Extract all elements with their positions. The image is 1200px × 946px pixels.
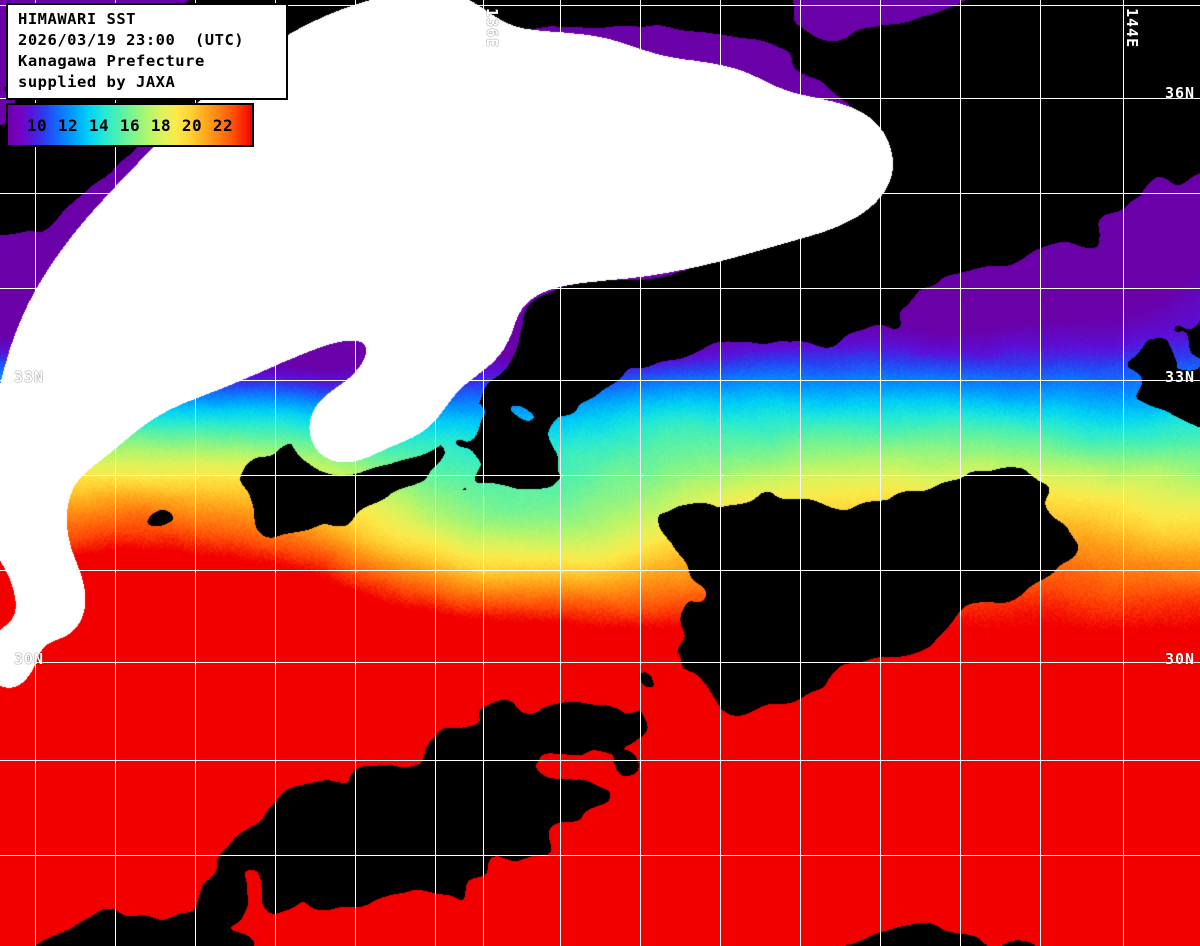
sst-colorbar: 10 12 14 16 18 20 22: [6, 103, 254, 147]
product-credit: supplied by JAXA: [18, 73, 176, 92]
product-timestamp: 2026/03/19 23:00 (UTC): [18, 31, 245, 50]
gridline-lon-12: [960, 0, 961, 946]
colorbar-tick-22: 22: [212, 115, 234, 135]
gridline-lat-3: [0, 288, 1200, 289]
coord-label-33n-4: 33N: [14, 368, 45, 386]
gridline-lon-7: [560, 0, 561, 946]
coord-label-136e-0: 136E: [483, 8, 501, 49]
product-title: HIMAWARI SST: [18, 10, 136, 28]
colorbar-tick-16: 16: [119, 115, 141, 135]
gridline-lat-0: [0, 5, 1200, 6]
gridline-lon-10: [800, 0, 801, 946]
colorbar-tick-20: 20: [181, 115, 203, 135]
colorbar-tick-12: 12: [57, 115, 79, 135]
gridline-lat-9: [0, 855, 1200, 856]
gridline-lat-4: [0, 380, 1200, 381]
gridline-lon-5: [435, 0, 436, 946]
gridline-lon-14: [1123, 0, 1124, 946]
gridline-lon-1: [115, 0, 116, 946]
product-info-box: HIMAWARI SST 2026/03/19 23:00 (UTC) Kana…: [6, 3, 288, 101]
gridline-lat-5: [0, 475, 1200, 476]
gridline-lon-9: [720, 0, 721, 946]
gridline-lon-8: [640, 0, 641, 946]
coord-label-36n-2: 36N: [1165, 84, 1196, 102]
gridline-lon-6: [483, 0, 484, 946]
gridline-lat-2: [0, 193, 1200, 194]
gridline-lon-3: [275, 0, 276, 946]
gridline-lon-11: [880, 0, 881, 946]
gridline-lat-1: [0, 98, 1200, 99]
coord-label-144e-1: 144E: [1123, 8, 1141, 49]
colorbar-tick-row: 10 12 14 16 18 20 22: [8, 105, 252, 145]
gridline-lat-7: [0, 662, 1200, 663]
colorbar-tick-10: 10: [26, 115, 48, 135]
product-region: Kanagawa Prefecture: [18, 52, 205, 71]
colorbar-tick-14: 14: [88, 115, 110, 135]
gridline-lon-0: [35, 0, 36, 946]
gridline-lon-4: [355, 0, 356, 946]
colorbar-tick-18: 18: [150, 115, 172, 135]
gridline-lon-2: [195, 0, 196, 946]
gridline-lat-6: [0, 570, 1200, 571]
coord-label-30n-5: 30N: [14, 650, 45, 668]
gridline-lat-8: [0, 760, 1200, 761]
coord-label-30n-6: 30N: [1165, 650, 1196, 668]
coord-label-33n-3: 33N: [1165, 368, 1196, 386]
gridline-lon-13: [1040, 0, 1041, 946]
